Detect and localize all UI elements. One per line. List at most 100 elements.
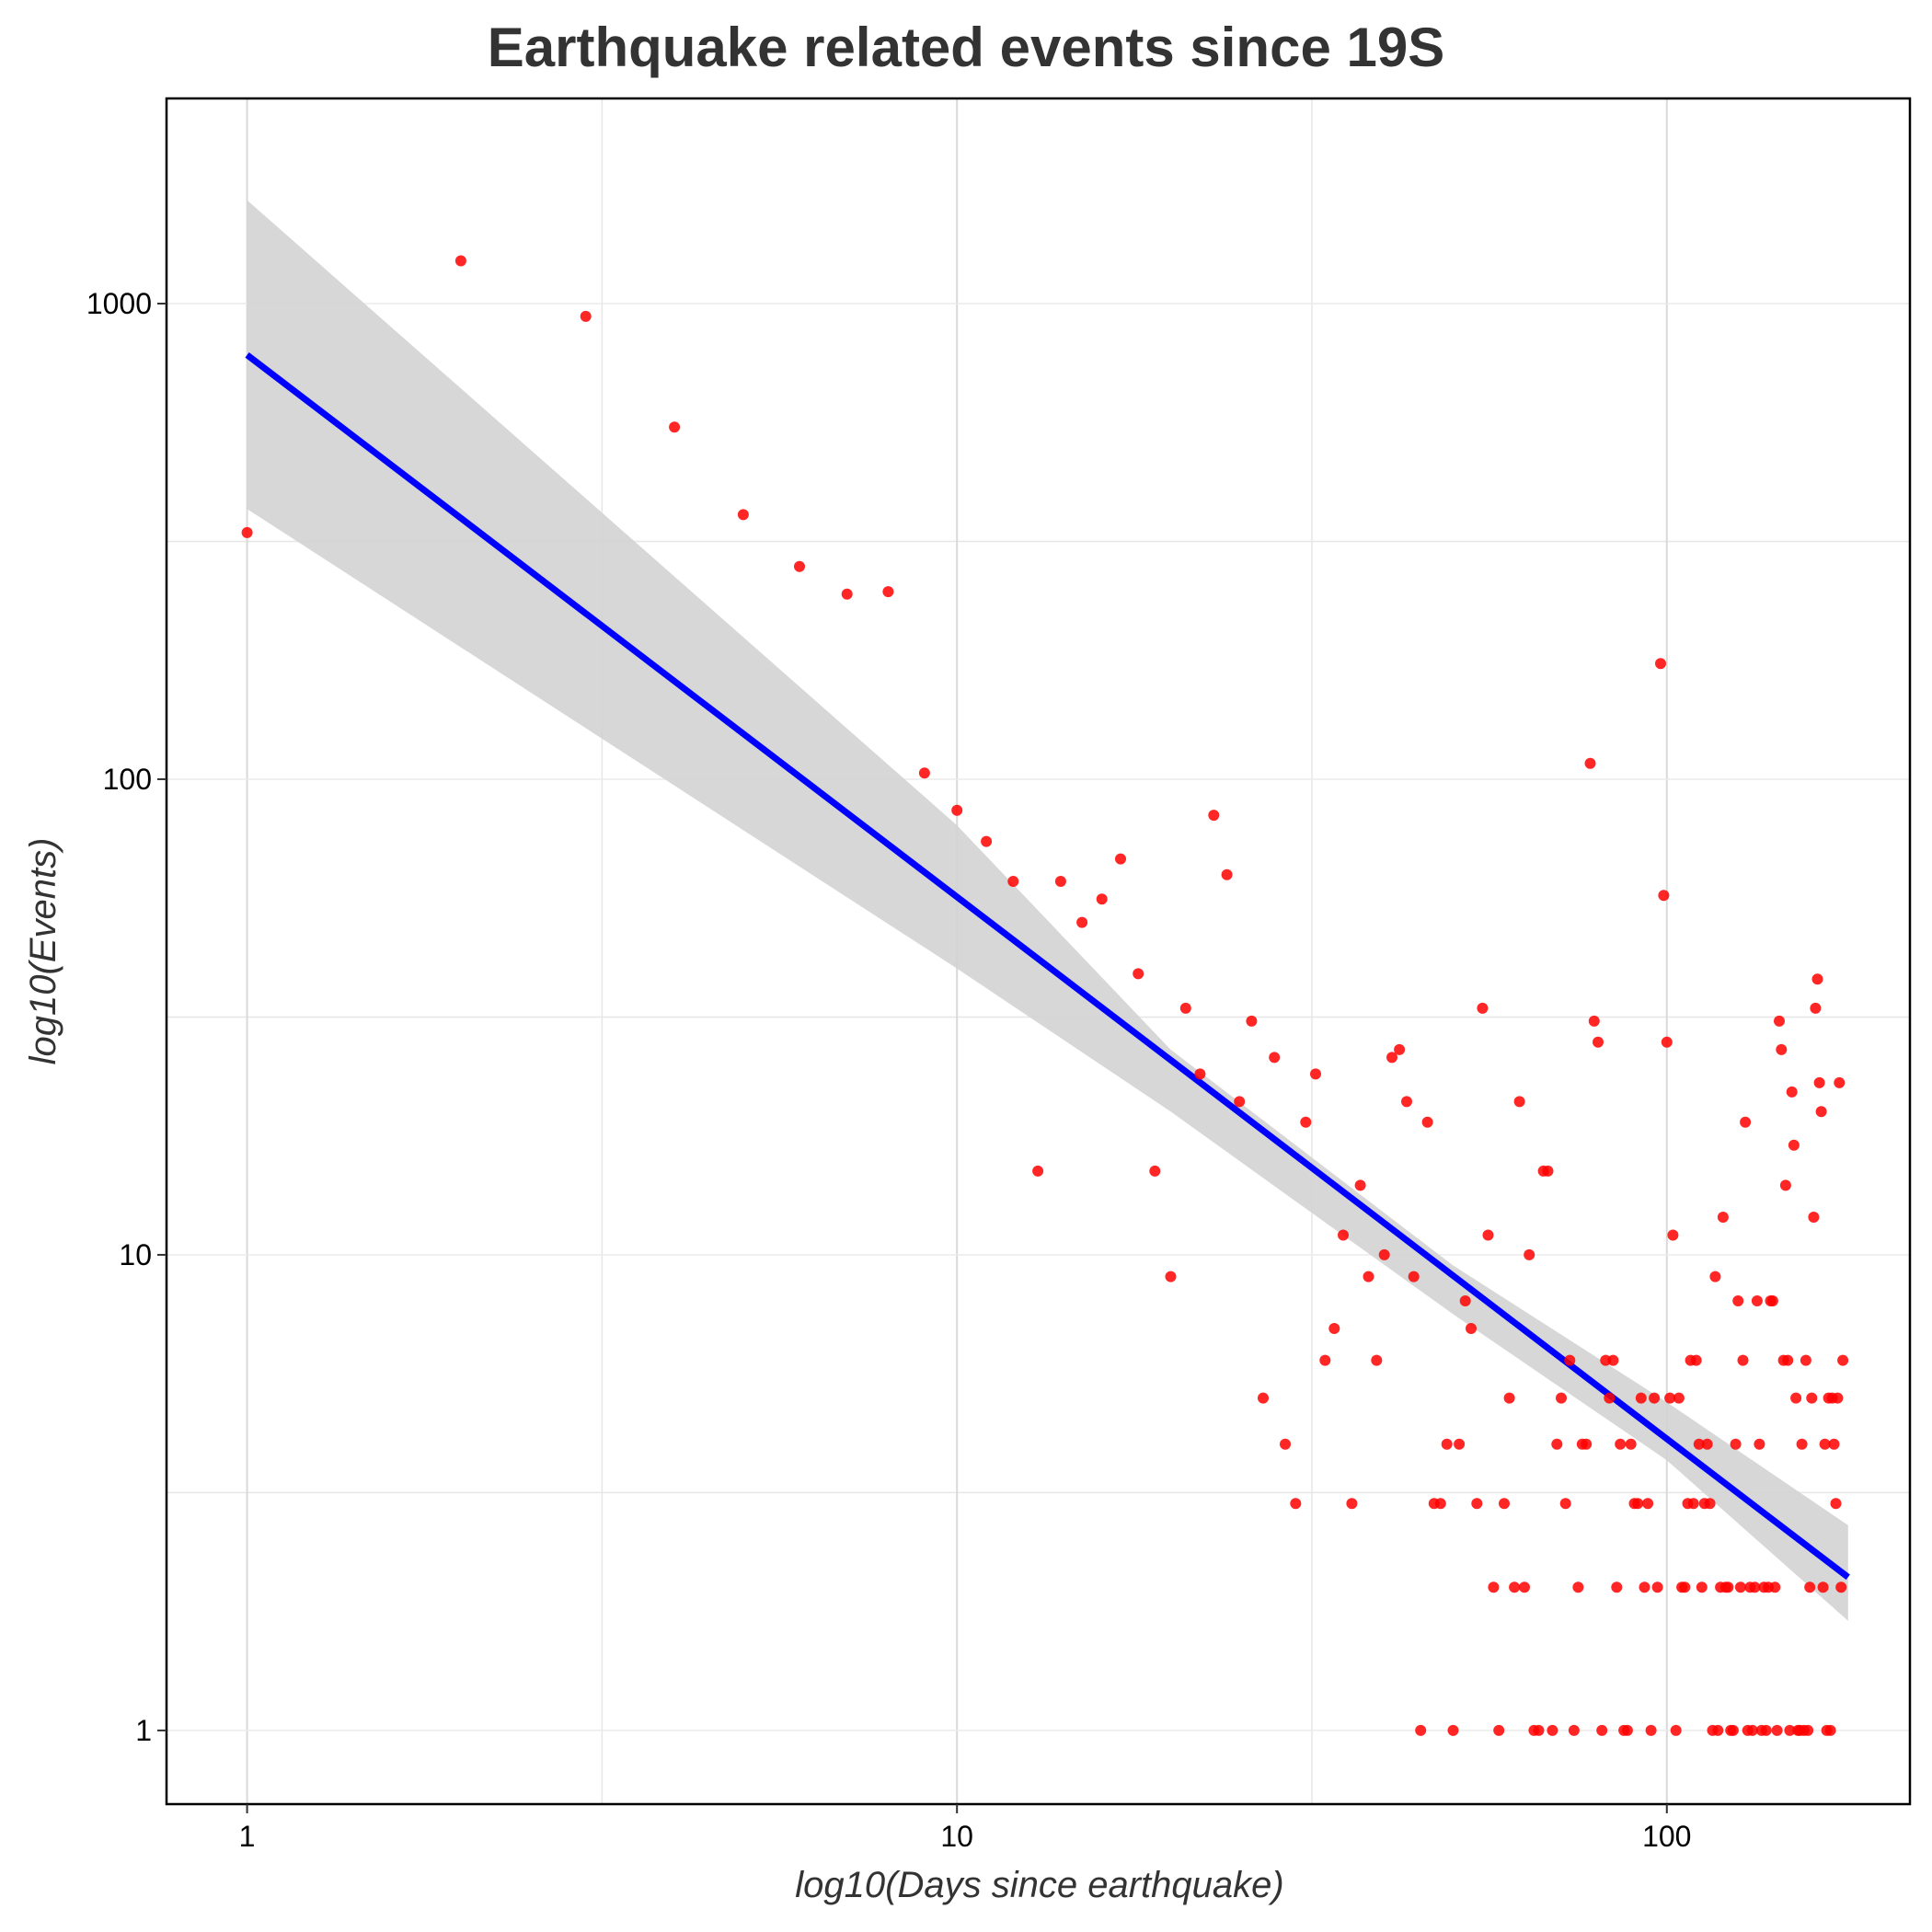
data-point bbox=[1635, 1392, 1647, 1404]
data-point bbox=[1556, 1392, 1567, 1404]
data-point bbox=[1817, 1581, 1829, 1593]
data-point bbox=[1779, 1179, 1791, 1191]
data-point bbox=[1338, 1229, 1349, 1241]
data-point bbox=[1611, 1581, 1623, 1593]
data-point bbox=[1709, 1271, 1721, 1282]
data-point bbox=[1754, 1438, 1765, 1450]
data-point bbox=[1394, 1043, 1406, 1055]
data-point bbox=[1408, 1271, 1420, 1282]
data-point bbox=[1658, 890, 1670, 902]
data-point bbox=[1503, 1392, 1515, 1404]
data-point bbox=[1782, 1354, 1794, 1366]
data-point bbox=[1441, 1438, 1453, 1450]
data-point bbox=[1835, 1581, 1847, 1593]
grid-lines bbox=[167, 98, 1910, 1804]
data-point bbox=[1808, 1212, 1820, 1223]
x-tick-label: 10 bbox=[940, 1820, 973, 1853]
data-point bbox=[1722, 1581, 1734, 1593]
data-point bbox=[1300, 1116, 1312, 1128]
data-point bbox=[1737, 1354, 1749, 1366]
data-point bbox=[1751, 1295, 1763, 1306]
data-point bbox=[1421, 1116, 1433, 1128]
data-point bbox=[1837, 1354, 1849, 1366]
data-point bbox=[1346, 1498, 1358, 1510]
data-point bbox=[1509, 1581, 1521, 1593]
data-point bbox=[794, 560, 805, 572]
data-point bbox=[1828, 1438, 1840, 1450]
data-point bbox=[1471, 1498, 1483, 1510]
data-point bbox=[1673, 1392, 1685, 1404]
data-point bbox=[1363, 1271, 1374, 1282]
data-point bbox=[1664, 1392, 1676, 1404]
data-point bbox=[1661, 1036, 1673, 1048]
data-point bbox=[1488, 1581, 1500, 1593]
data-point bbox=[1810, 1002, 1822, 1014]
data-point bbox=[1712, 1724, 1724, 1736]
data-point bbox=[1328, 1323, 1340, 1334]
data-point bbox=[1434, 1498, 1446, 1510]
data-point bbox=[1815, 1106, 1827, 1118]
data-point bbox=[1054, 876, 1066, 887]
data-point bbox=[580, 310, 592, 322]
x-tick-label: 1 bbox=[239, 1820, 256, 1853]
regression-line bbox=[245, 352, 1850, 1581]
data-point bbox=[1269, 1052, 1281, 1064]
data-point bbox=[1007, 876, 1019, 887]
data-point bbox=[1788, 1139, 1800, 1151]
data-point bbox=[1730, 1438, 1742, 1450]
data-point bbox=[1568, 1724, 1580, 1736]
data-point bbox=[1513, 1096, 1525, 1108]
data-point bbox=[1149, 1165, 1161, 1177]
fit-line-layer bbox=[245, 352, 1850, 1581]
data-point bbox=[1482, 1229, 1494, 1241]
data-point bbox=[1290, 1498, 1302, 1510]
data-point bbox=[1649, 1392, 1661, 1404]
data-point bbox=[1727, 1724, 1739, 1736]
data-point bbox=[1802, 1724, 1814, 1736]
data-point bbox=[1542, 1165, 1554, 1177]
data-point bbox=[1076, 916, 1088, 928]
data-point bbox=[1645, 1724, 1657, 1736]
data-point bbox=[1774, 1015, 1785, 1027]
data-point bbox=[1559, 1498, 1571, 1510]
x-axis-ticks: 1 10 100 bbox=[239, 1804, 1691, 1853]
data-point bbox=[1790, 1392, 1802, 1404]
data-point bbox=[1819, 1438, 1831, 1450]
data-point bbox=[1459, 1295, 1471, 1306]
data-point bbox=[1607, 1354, 1619, 1366]
data-point bbox=[1194, 1068, 1206, 1080]
y-tick-label: 100 bbox=[103, 763, 152, 796]
confidence-band-layer bbox=[247, 200, 1848, 1621]
data-point bbox=[1804, 1581, 1816, 1593]
data-point bbox=[1701, 1438, 1713, 1450]
chart-title: Earthquake related events since 19S bbox=[488, 17, 1445, 78]
data-point bbox=[1133, 968, 1144, 980]
plot-frame bbox=[165, 97, 1912, 1806]
data-point bbox=[1769, 1581, 1781, 1593]
data-point bbox=[1401, 1096, 1412, 1108]
data-point bbox=[1371, 1354, 1383, 1366]
data-point bbox=[1551, 1438, 1563, 1450]
data-point bbox=[1776, 1043, 1788, 1055]
data-point bbox=[1477, 1002, 1489, 1014]
x-tick-label: 100 bbox=[1642, 1820, 1691, 1853]
data-point bbox=[951, 804, 963, 816]
data-point bbox=[669, 421, 681, 433]
data-point bbox=[241, 526, 253, 538]
data-point bbox=[1784, 1724, 1796, 1736]
data-point bbox=[1588, 1015, 1600, 1027]
data-point bbox=[1625, 1438, 1637, 1450]
data-point bbox=[1447, 1724, 1459, 1736]
data-point bbox=[1593, 1036, 1604, 1048]
data-point bbox=[1786, 1086, 1798, 1098]
data-point bbox=[918, 767, 930, 779]
data-point bbox=[1824, 1724, 1836, 1736]
data-point bbox=[1639, 1581, 1650, 1593]
data-point bbox=[1524, 1248, 1535, 1260]
data-point bbox=[1499, 1498, 1510, 1510]
data-point bbox=[1310, 1068, 1321, 1080]
data-point bbox=[1760, 1724, 1772, 1736]
data-point bbox=[1679, 1581, 1691, 1593]
y-axis-label: log10(Events) bbox=[23, 838, 63, 1065]
